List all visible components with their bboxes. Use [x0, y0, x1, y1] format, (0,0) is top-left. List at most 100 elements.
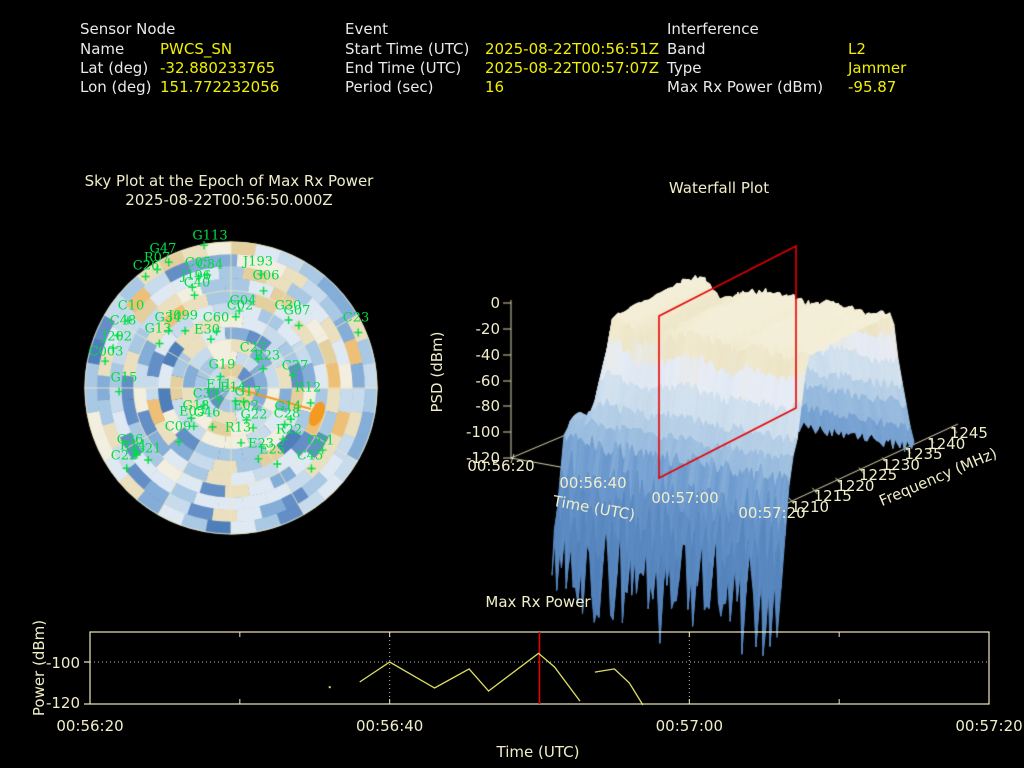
satellite-label: C48 — [109, 313, 137, 329]
interference-power-label: Max Rx Power (dBm) — [667, 78, 824, 96]
satellite-label: G14 — [274, 399, 302, 415]
satellite-label: G30 — [274, 298, 302, 314]
satellite-label: C37 — [281, 358, 309, 374]
tick-label: 00:56:40 — [355, 717, 424, 735]
waterfall-z-axis-label: PSD (dBm) — [428, 331, 446, 413]
satellite-label: C10 — [117, 298, 145, 314]
satellite-label: G15 — [110, 370, 138, 386]
satellite-label: C003 — [88, 344, 124, 360]
tick-label: 00:56:20 — [56, 717, 124, 735]
satellite-label: J193 — [242, 254, 274, 270]
event-period-label: Period (sec) — [345, 78, 434, 96]
tick-label: 00:57:00 — [655, 717, 724, 735]
tick-label: 1235 — [904, 445, 943, 464]
satellite-label: G46 — [193, 405, 221, 421]
satellite-label: G22 — [240, 407, 268, 423]
satellite-label: R13 — [224, 420, 252, 436]
satellite-label: G113 — [192, 228, 228, 244]
satellite-label: E30 — [193, 322, 221, 338]
interference-power-value: -95.87 — [848, 78, 897, 96]
sensor-lon-value: 151.772232056 — [160, 78, 280, 96]
satellite-label: C36 — [116, 432, 144, 448]
satellite-label: C09 — [164, 419, 192, 435]
interference-band-value: L2 — [848, 40, 866, 58]
satellite-label: G19 — [208, 357, 236, 373]
tick-label: 1210 — [790, 498, 830, 516]
event-end-label: End Time (UTC) — [345, 59, 462, 77]
tick-label: 1225 — [859, 466, 898, 485]
satellite-label: R12 — [294, 380, 322, 396]
satellite-label: C02 — [226, 298, 254, 314]
satellite-label: J196 — [180, 268, 212, 284]
satellite-label: G06 — [252, 268, 280, 284]
tick-label: -100 — [465, 423, 500, 441]
event-end-value: 2025-08-22T00:57:07Z — [485, 59, 659, 77]
satellite-label: C05 — [184, 255, 212, 271]
sensor-lat-label: Lat (deg) — [80, 59, 149, 77]
tick-label: -20 — [475, 320, 501, 338]
satellite-label: J099 — [167, 308, 199, 324]
tick-label: 00:57:00 — [651, 489, 719, 507]
satellite-label: R23 — [253, 348, 281, 364]
satellite-label: E11 — [205, 377, 233, 393]
tick-label: 1230 — [881, 455, 920, 474]
tick-label: 0 — [490, 294, 500, 312]
sky-plot-epoch: 2025-08-22T00:56:50.000Z — [125, 191, 333, 209]
satellite-label: E23 — [247, 436, 275, 452]
tick-label: -120 — [465, 449, 500, 467]
sensor-node-title: Sensor Node — [80, 20, 176, 38]
satellite-label: G21 — [134, 441, 162, 457]
satellite-label: E25 — [258, 442, 286, 458]
waterfall-title: Waterfall Plot — [668, 179, 770, 197]
time-axis-label: Time (UTC) — [496, 743, 580, 761]
interference-band-label: Band — [667, 40, 706, 58]
satellite-label: J202 — [101, 329, 133, 345]
interference-type-value: Jammer — [848, 59, 907, 77]
satellite-label: G13 — [144, 321, 172, 337]
satellite-label: C26 — [132, 258, 160, 274]
tick-label: -60 — [475, 372, 501, 390]
tick-label: -80 — [475, 397, 501, 415]
event-start-value: 2025-08-22T00:56:51Z — [485, 40, 659, 58]
satellite-label: E02 — [232, 398, 260, 414]
tick-label: 00:56:40 — [559, 474, 627, 492]
satellite-label: R14 — [119, 438, 147, 454]
satellite-label: G47 — [149, 241, 177, 257]
interference-type-label: Type — [667, 59, 702, 77]
sky-plot-title: Sky Plot at the Epoch of Max Rx Power — [84, 172, 374, 190]
satellite-label: C39 — [192, 386, 220, 402]
satellite-label: C45 — [296, 448, 324, 464]
satellite-label: C23 — [342, 310, 370, 326]
max-rx-power-title: Max Rx Power — [485, 593, 591, 611]
sensor-lon-label: Lon (deg) — [80, 78, 152, 96]
satellite-label: C60 — [202, 310, 230, 326]
satellite-label: R22 — [275, 422, 303, 438]
tick-label: 00:57:20 — [738, 504, 806, 522]
tick-label: 00:56:20 — [467, 457, 535, 475]
satellite-label: G18 — [182, 398, 210, 414]
satellite-label: C27 — [239, 340, 267, 356]
satellite-label: C28 — [273, 406, 301, 422]
sensor-name-value: PWCS_SN — [160, 40, 233, 58]
satellite-label: G07 — [283, 303, 311, 319]
tick-label: 00:57:20 — [955, 717, 1023, 735]
satellite-label: G04 — [229, 293, 257, 309]
tick-label: 1240 — [927, 434, 966, 453]
satellite-label: G01 — [307, 433, 335, 449]
satellite-label: R07 — [143, 250, 171, 266]
interference-title: Interference — [667, 20, 759, 38]
tick-label: -120 — [45, 694, 80, 712]
satellite-label: C22 — [110, 448, 138, 464]
satellite-label: G34 — [154, 310, 182, 326]
satellite-label: C34 — [196, 257, 224, 273]
event-title: Event — [345, 20, 388, 38]
tick-label: 1215 — [813, 487, 852, 506]
sensor-lat-value: -32.880233765 — [160, 59, 276, 77]
satellite-label: E14 — [219, 380, 247, 396]
satellite-label: G17 — [234, 384, 262, 400]
tick-label: -100 — [45, 654, 80, 672]
tick-label: -40 — [475, 346, 501, 364]
